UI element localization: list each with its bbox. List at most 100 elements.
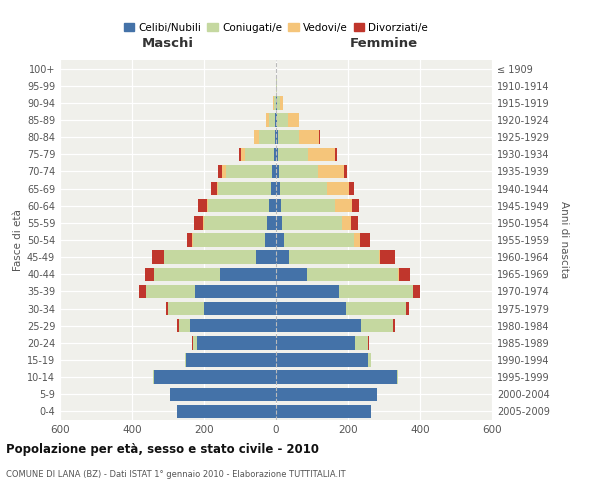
Bar xyxy=(281,199,335,212)
Bar xyxy=(273,96,274,110)
Bar xyxy=(276,319,361,332)
Bar xyxy=(146,284,195,298)
Bar xyxy=(276,164,279,178)
Bar xyxy=(276,354,368,366)
Bar xyxy=(319,130,320,144)
Bar xyxy=(278,148,308,161)
Bar xyxy=(276,336,355,349)
Bar xyxy=(269,114,275,126)
Bar xyxy=(272,164,276,178)
Y-axis label: Anni di nascita: Anni di nascita xyxy=(559,202,569,278)
Bar xyxy=(177,404,276,418)
Text: Maschi: Maschi xyxy=(142,36,194,50)
Bar xyxy=(277,96,280,110)
Bar xyxy=(152,250,164,264)
Bar xyxy=(194,216,203,230)
Bar xyxy=(179,319,190,332)
Bar xyxy=(276,370,397,384)
Bar xyxy=(413,284,420,298)
Bar xyxy=(276,96,277,110)
Bar xyxy=(398,268,400,281)
Bar xyxy=(275,114,276,126)
Bar xyxy=(307,268,398,281)
Bar xyxy=(276,250,289,264)
Bar xyxy=(406,302,409,316)
Bar xyxy=(241,148,245,161)
Bar xyxy=(206,199,208,212)
Bar xyxy=(283,216,342,230)
Bar xyxy=(266,114,269,126)
Bar xyxy=(355,336,368,349)
Bar xyxy=(379,250,380,264)
Bar xyxy=(397,370,398,384)
Bar xyxy=(166,302,168,316)
Bar xyxy=(276,148,278,161)
Bar xyxy=(186,354,276,366)
Bar xyxy=(218,182,271,196)
Bar xyxy=(276,388,377,401)
Bar xyxy=(342,216,351,230)
Bar xyxy=(154,268,220,281)
Bar xyxy=(361,319,393,332)
Bar xyxy=(352,199,359,212)
Bar xyxy=(222,164,226,178)
Bar xyxy=(226,164,272,178)
Bar xyxy=(276,130,278,144)
Y-axis label: Fasce di età: Fasce di età xyxy=(13,209,23,271)
Bar xyxy=(197,336,276,349)
Bar xyxy=(193,234,265,246)
Bar xyxy=(267,216,276,230)
Text: Popolazione per età, sesso e stato civile - 2010: Popolazione per età, sesso e stato civil… xyxy=(6,442,319,456)
Legend: Celibi/Nubili, Coniugati/e, Vedovi/e, Divorziati/e: Celibi/Nubili, Coniugati/e, Vedovi/e, Di… xyxy=(119,18,433,36)
Bar xyxy=(145,268,154,281)
Bar xyxy=(344,164,347,178)
Bar xyxy=(265,234,276,246)
Bar xyxy=(208,199,269,212)
Bar xyxy=(269,199,276,212)
Bar xyxy=(299,130,319,144)
Bar xyxy=(204,216,267,230)
Bar xyxy=(276,199,281,212)
Bar xyxy=(276,302,346,316)
Bar xyxy=(276,268,307,281)
Bar xyxy=(327,182,349,196)
Bar xyxy=(259,130,275,144)
Bar xyxy=(284,234,354,246)
Bar xyxy=(275,130,276,144)
Bar xyxy=(193,336,197,349)
Bar xyxy=(204,302,276,316)
Bar xyxy=(346,302,406,316)
Bar xyxy=(335,199,352,212)
Bar xyxy=(319,164,344,178)
Bar xyxy=(245,148,274,161)
Bar xyxy=(289,250,379,264)
Bar xyxy=(139,284,146,298)
Bar xyxy=(211,182,217,196)
Bar xyxy=(276,404,371,418)
Bar xyxy=(177,319,179,332)
Bar xyxy=(339,284,413,298)
Bar xyxy=(276,114,277,126)
Bar xyxy=(276,234,284,246)
Bar xyxy=(308,148,335,161)
Bar xyxy=(354,234,359,246)
Bar xyxy=(380,250,395,264)
Bar xyxy=(239,148,241,161)
Bar xyxy=(187,234,193,246)
Bar xyxy=(280,96,283,110)
Bar xyxy=(185,354,186,366)
Bar xyxy=(190,319,276,332)
Bar xyxy=(274,96,275,110)
Bar xyxy=(280,182,327,196)
Bar xyxy=(359,234,370,246)
Bar xyxy=(276,216,283,230)
Bar xyxy=(400,268,410,281)
Bar xyxy=(276,182,280,196)
Bar xyxy=(203,216,204,230)
Bar xyxy=(277,114,288,126)
Bar xyxy=(271,182,276,196)
Bar xyxy=(274,148,276,161)
Bar xyxy=(335,148,337,161)
Bar xyxy=(170,388,276,401)
Bar xyxy=(351,216,358,230)
